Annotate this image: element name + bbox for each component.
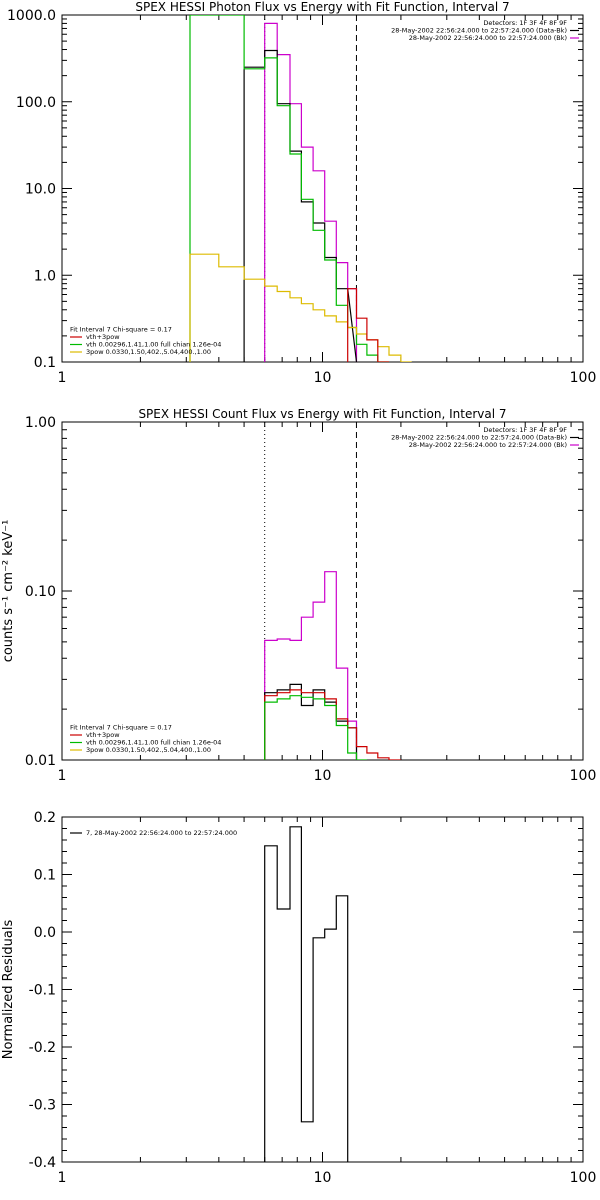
panel-3: 1 10 100 0.2 0.1 0.0 -0.1 -0.2 -0.3 -0.4 Normalize… [1,810,596,1186]
x-tick-label: 100 [570,1170,597,1186]
series-4-step [189,253,412,362]
series-group [264,826,358,1162]
info-text: Detectors: 1F 3F 4F 8F 9F [483,426,567,434]
x-tick-label: 100 [570,370,597,386]
x-tick-label: 100 [570,768,597,784]
y-tick-label: -0.3 [29,1098,56,1114]
y-tick-label: 0.2 [34,810,56,826]
series-2-step [243,49,358,362]
series-3-step [264,689,401,760]
x-tick-label: 1 [58,768,67,784]
series-group [264,571,401,760]
y-tick-label: 0.01 [25,753,56,769]
info-text: 28-May-2002 22:56:24.000 to 22:57:24.000… [409,441,567,449]
axis-frame [61,421,584,761]
info-text: 28-May-2002 22:56:24.000 to 22:57:24.000… [391,27,567,35]
fit-text: Fit Interval 7 Chi-square = 0.17 [70,724,172,732]
panel-2: 1 10 100 0.01 0.10 1.00 SPEX HESSI Count Flux … [1,407,596,784]
y-tick-label: -0.1 [29,983,56,999]
info-text: 28-May-2002 22:56:24.000 to 22:57:24.000… [391,434,567,442]
panel-1: 1 10 100 0.1 1.0 10.0 100.0 1000.0 SPEX HESSI Ph… [7,0,596,386]
y-tick-label: 1000.0 [7,8,56,24]
fit-text: vth+3pow [86,731,120,739]
y-tick-label: 100.0 [16,95,56,111]
x-tick-label: 10 [314,1170,332,1186]
y-tick-label: 0.1 [34,868,56,884]
series-1-step [264,571,358,760]
legend-text: 7, 28-May-2002 22:56:24.000 to 22:57:24.… [86,829,237,837]
series-1-step [264,826,358,1162]
fit-text: 3pow 0.0330,1.50,402.,5.04,400.,1.00 [86,348,211,356]
y-tick-label: 10.0 [25,182,56,198]
x-tick-label: 10 [314,370,332,386]
y-tick-label: 1.00 [25,415,56,431]
y-tick-label: 1.0 [34,268,56,284]
y-axis-label: Normalized Residuals [1,920,16,1060]
x-tick-label: 1 [58,370,67,386]
series-4-step [264,695,367,760]
info-text: Detectors: 1F 3F 4F 8F 9F [483,19,567,27]
series-1-step [264,22,358,362]
y-tick-label: -0.2 [29,1040,56,1056]
series-3-step [189,15,389,362]
y-tick-label: 0.1 [34,355,56,371]
fit-text: vth 0.00296,1.41,1.00 full chian 1.26e-0… [86,739,221,747]
series-5-step [347,288,389,362]
axis-frame [61,816,584,1163]
y-tick-label: 0.10 [25,584,56,600]
y-tick-label: 0.0 [34,925,56,941]
fit-text: Fit Interval 7 Chi-square = 0.17 [70,326,172,334]
fit-text: 3pow 0.0330,1.50,402.,5.04,400.,1.00 [86,746,211,754]
series-group [189,15,412,362]
y-axis-label: counts s⁻¹ cm⁻² keV⁻¹ [1,520,16,663]
chart-title: SPEX HESSI Photon Flux vs Energy with Fi… [135,0,509,14]
fit-text: vth+3pow [86,333,120,341]
series-2-step [264,683,358,760]
x-tick-label: 1 [58,1170,67,1186]
y-tick-label: -0.4 [29,1155,56,1171]
x-tick-label: 10 [314,768,332,784]
info-text: 28-May-2002 22:56:24.000 to 22:57:24.000… [409,34,567,42]
fit-text: vth 0.00296,1.41,1.00 full chian 1.26e-0… [86,341,221,349]
chart-title: SPEX HESSI Count Flux vs Energy with Fit… [138,407,506,421]
